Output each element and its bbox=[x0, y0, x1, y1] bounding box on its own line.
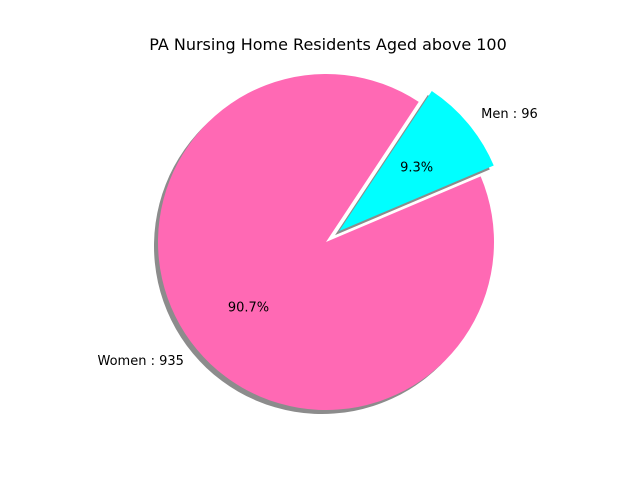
slice-label-men: Men : 96 bbox=[481, 107, 538, 122]
slice-men bbox=[339, 91, 494, 232]
chart-title: PA Nursing Home Residents Aged above 100 bbox=[149, 35, 507, 54]
slice-pct-men: 9.3% bbox=[400, 161, 433, 176]
slice-women bbox=[158, 74, 495, 411]
slice-label-women: Women : 935 bbox=[97, 354, 183, 369]
pie-labels: Women : 935 90.7% Men : 96 9.3% bbox=[97, 107, 537, 369]
slice-pct-women: 90.7% bbox=[228, 300, 269, 315]
pie-slices bbox=[158, 74, 495, 411]
